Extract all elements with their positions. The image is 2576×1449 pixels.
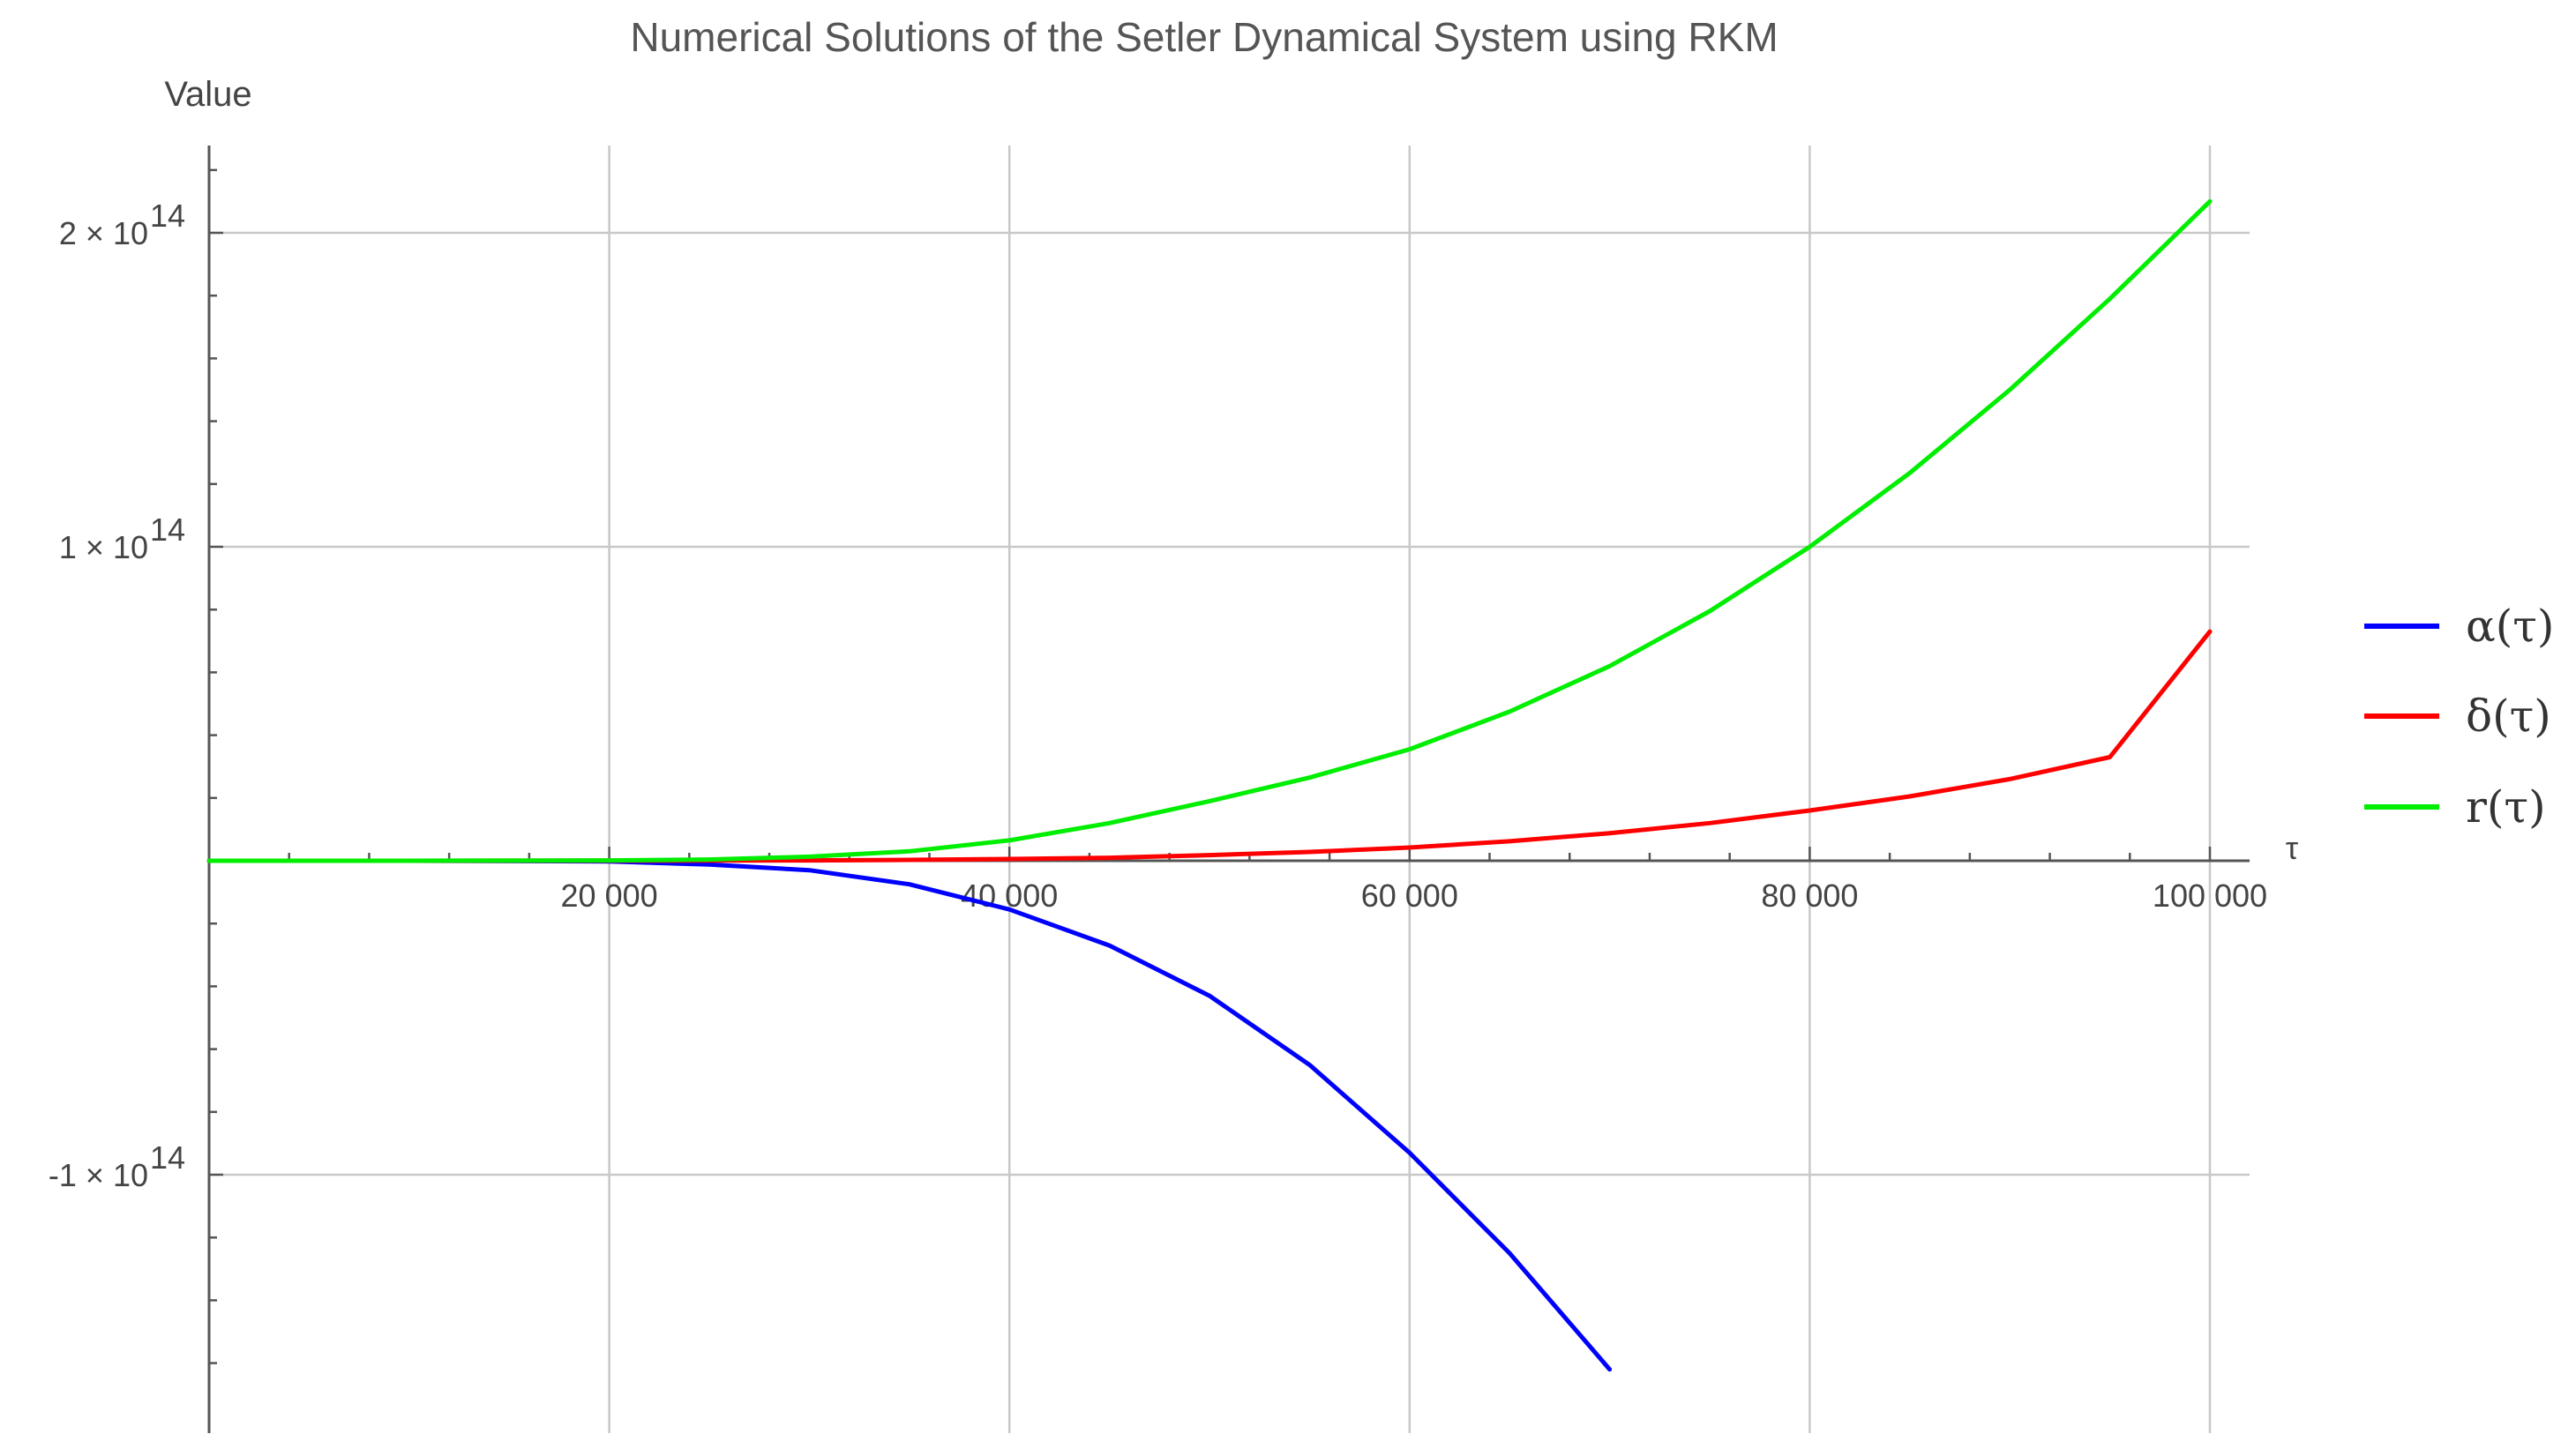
x-tick-label: 60 000 xyxy=(1361,878,1458,914)
x-axis-label: τ xyxy=(2286,830,2298,866)
y-tick-label: -1 × 10 14 xyxy=(49,1139,185,1193)
series-line-3 xyxy=(206,198,2213,863)
series-line-2 xyxy=(206,629,2213,863)
y-tick-label: 2 × 10 14 xyxy=(59,198,185,251)
legend-label-2: δ(τ) xyxy=(2466,691,2551,742)
series-lines xyxy=(206,198,2213,1372)
y-tick-exponent: 14 xyxy=(150,512,185,548)
legend-label-3: r(τ) xyxy=(2466,781,2546,833)
y-tick-mantissa: 2 × 10 xyxy=(59,215,148,251)
y-tick-mantissa: -1 × 10 xyxy=(49,1157,148,1193)
x-tick-label: 20 000 xyxy=(561,878,658,914)
y-tick-exponent: 14 xyxy=(150,1139,185,1176)
y-tick-mantissa: 1 × 10 xyxy=(59,529,148,565)
grid xyxy=(209,146,2250,1433)
series-line-1 xyxy=(206,858,1613,1372)
y-tick-exponent: 14 xyxy=(150,198,185,234)
y-axis-label: Value xyxy=(164,75,251,114)
x-tick-label: 100 000 xyxy=(2153,878,2267,914)
legend-label-1: α(τ) xyxy=(2466,601,2554,652)
chart-title: Numerical Solutions of the Setler Dynami… xyxy=(630,14,1778,60)
x-tick-label: 80 000 xyxy=(1761,878,1858,914)
y-tick-label: 1 × 10 14 xyxy=(59,512,185,565)
legend: α(τ) δ(τ) r(τ) xyxy=(2364,601,2554,833)
